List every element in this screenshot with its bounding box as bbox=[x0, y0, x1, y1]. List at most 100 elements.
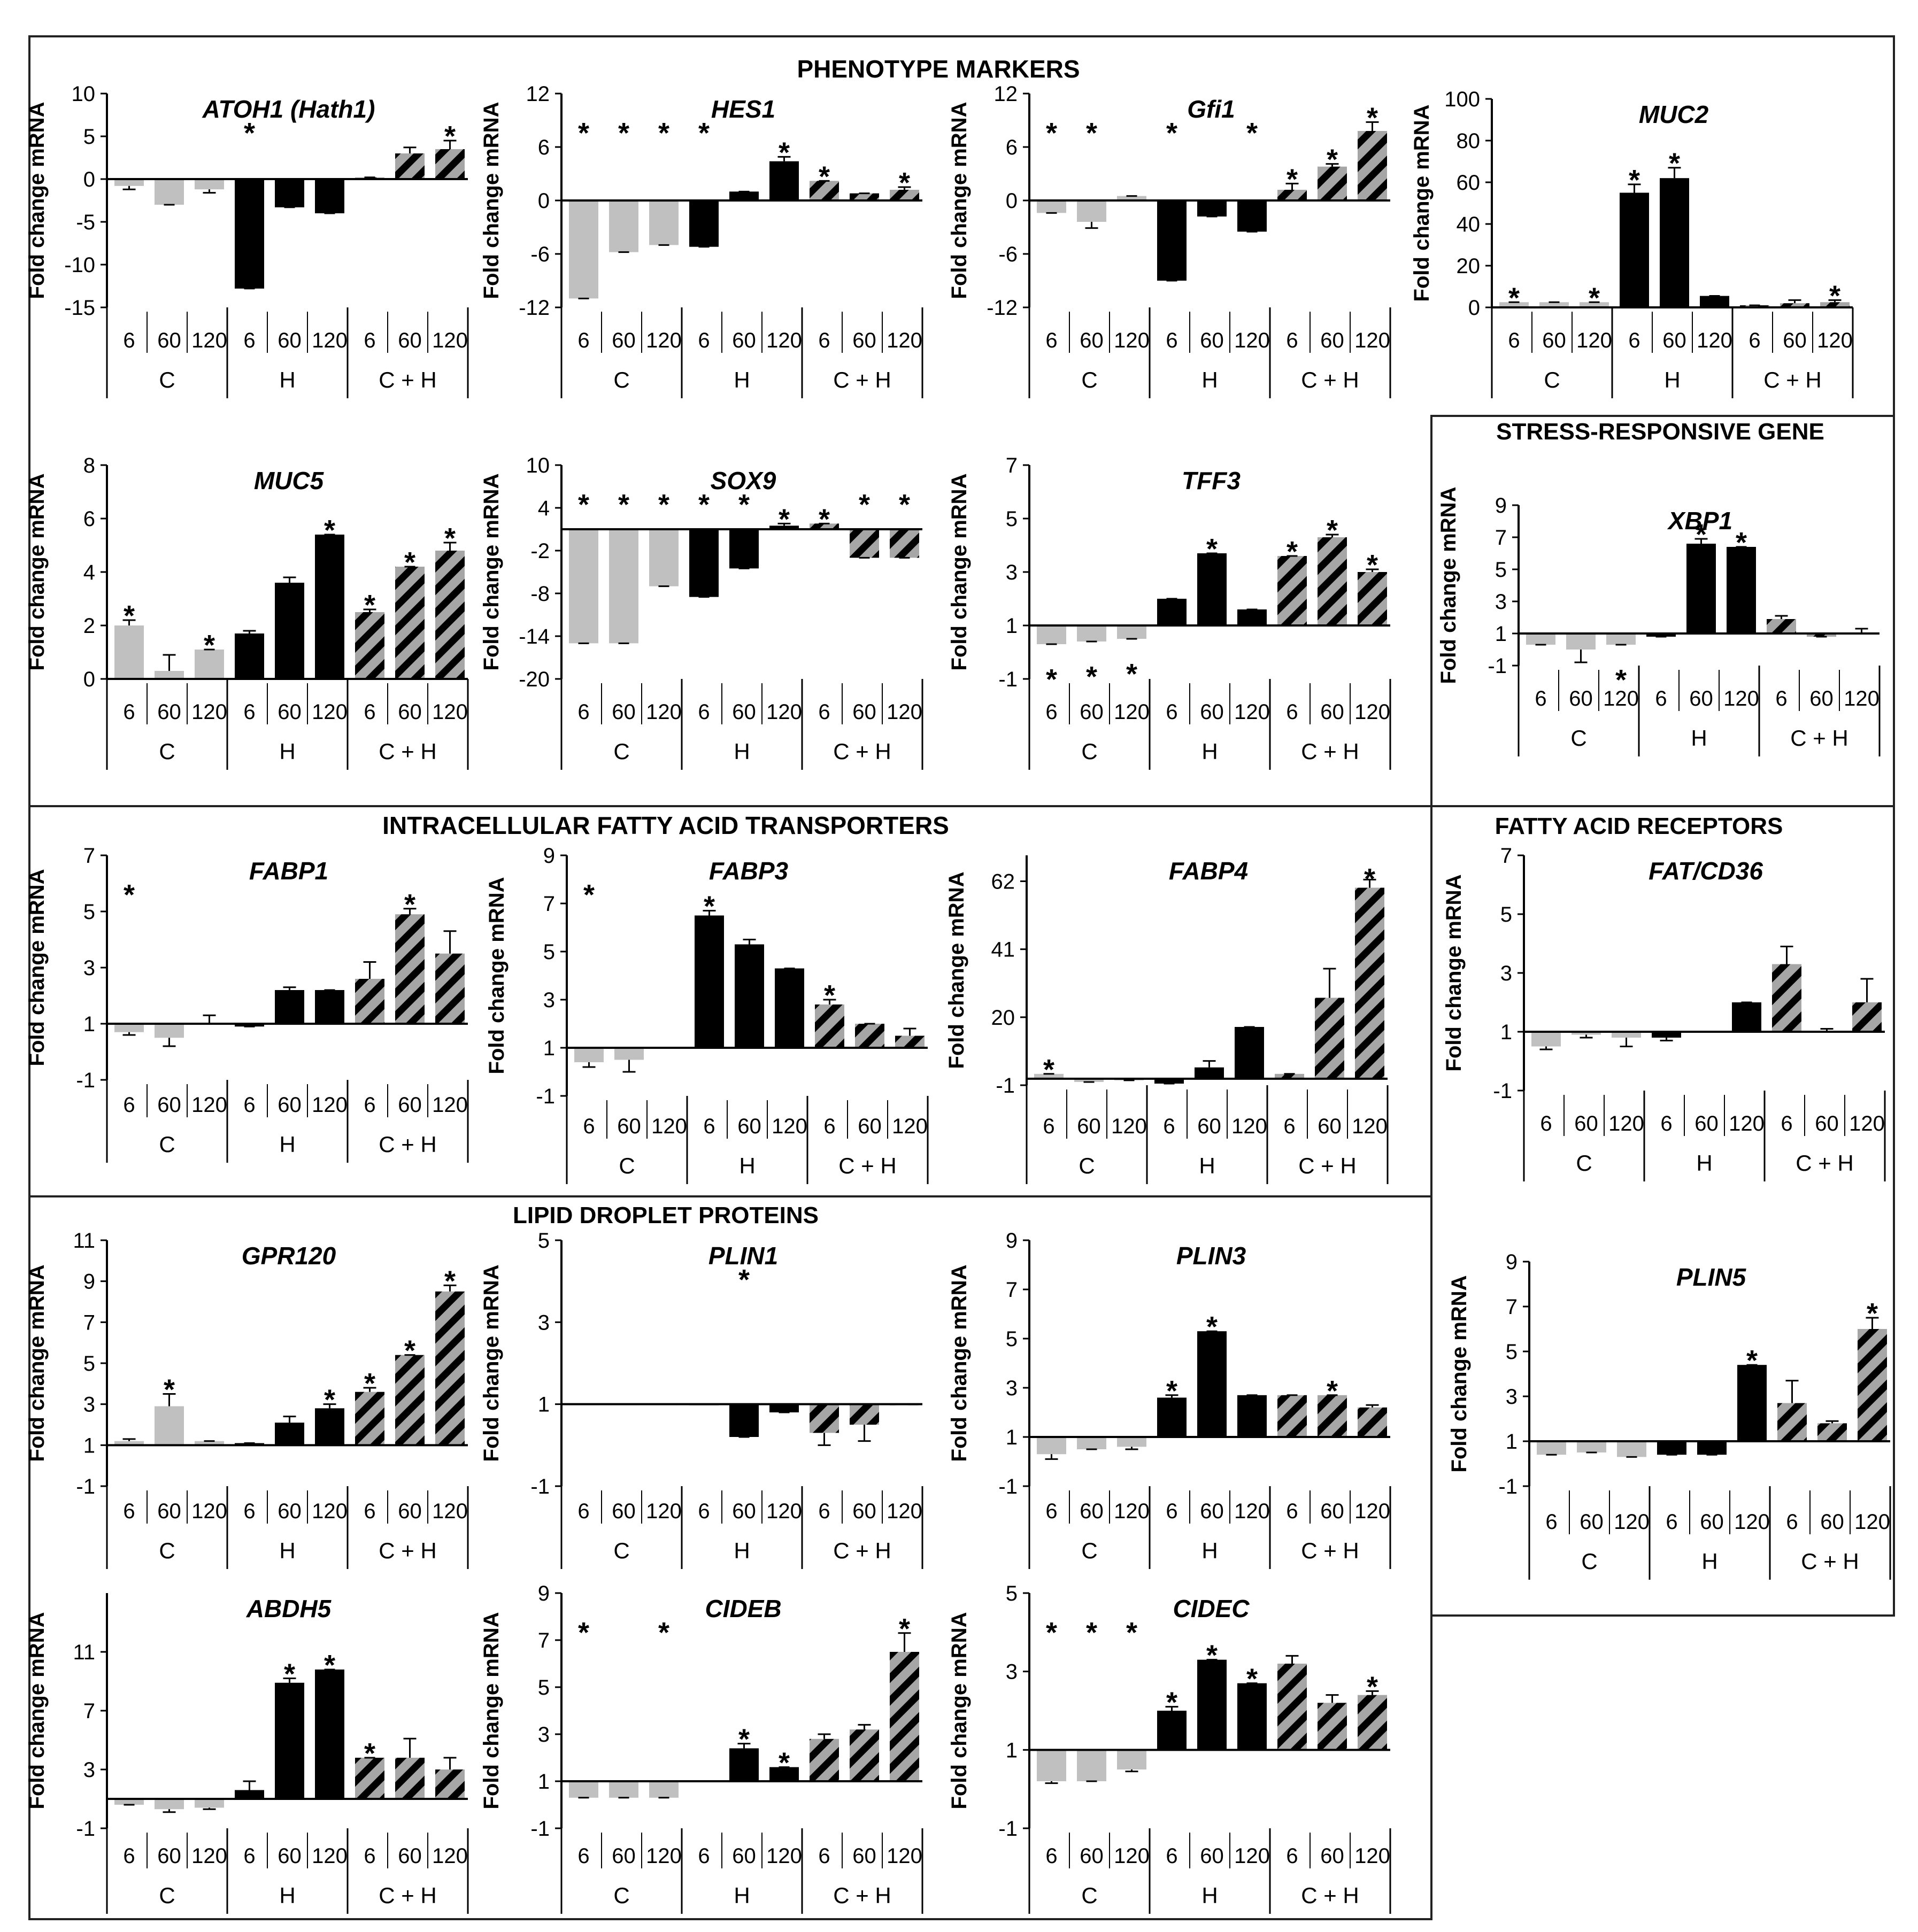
bar-abdh5-h-60 bbox=[275, 1682, 304, 1799]
bar-fabp3-c-h-6 bbox=[815, 1004, 844, 1048]
group-label: H bbox=[279, 367, 295, 392]
bar-plin3-h-60 bbox=[1197, 1331, 1227, 1437]
bar-plin3-c-120 bbox=[1117, 1437, 1146, 1447]
group-label: H bbox=[1201, 1883, 1218, 1908]
x-tick-label: 6 bbox=[364, 700, 375, 724]
y-tick-label: 7 bbox=[83, 1699, 95, 1723]
significance-star: * bbox=[124, 600, 135, 632]
y-tick-label: 7 bbox=[1506, 1295, 1518, 1319]
chart-title-abdh5: ABDH5 bbox=[246, 1595, 332, 1622]
x-tick-label: 120 bbox=[887, 700, 922, 724]
x-tick-label: 120 bbox=[1734, 1510, 1770, 1534]
bar-plin3-c-h-120 bbox=[1358, 1407, 1387, 1437]
group-label: C + H bbox=[379, 1883, 437, 1908]
x-tick-label: 60 bbox=[1662, 329, 1686, 352]
x-tick-label: 120 bbox=[191, 1500, 227, 1523]
chart-gpr120: GPR120 11 9 7 5 3 1 -1 Fold change mRNA * * * * * 6 60 1… bbox=[25, 1229, 469, 1569]
bar-cideb-h-120 bbox=[769, 1767, 799, 1781]
significance-star: * bbox=[444, 522, 456, 554]
chart-cideb: CIDEB 9 7 5 3 1 -1 Fold change mRNA * * * * * 6 60 120 C… bbox=[480, 1582, 923, 1914]
significance-star: * bbox=[1629, 164, 1640, 196]
bar-gpr120-h-60 bbox=[275, 1423, 304, 1446]
bar-plin3-c-h-6 bbox=[1277, 1395, 1307, 1437]
group-label: C bbox=[1081, 1883, 1097, 1908]
y-tick-label: 0 bbox=[1468, 296, 1480, 320]
bar-sox9-c-h-60 bbox=[850, 529, 879, 558]
y-tick-label: 5 bbox=[1500, 903, 1512, 926]
bar-abdh5-c-6 bbox=[114, 1799, 144, 1805]
significance-star: * bbox=[578, 1617, 589, 1649]
bar-muc2-h-6 bbox=[1620, 192, 1649, 307]
bar-atoh1-hath1-c-120 bbox=[195, 179, 224, 190]
x-tick-label: 120 bbox=[1576, 329, 1612, 352]
y-tick-label: 5 bbox=[1006, 1582, 1018, 1605]
bar-hes1-c-6 bbox=[569, 200, 598, 299]
x-tick-label: 60 bbox=[1580, 1510, 1604, 1534]
x-tick-label: 60 bbox=[732, 700, 756, 724]
bar-gfi1-c-6 bbox=[1037, 200, 1066, 213]
group-label: C bbox=[159, 367, 175, 392]
group-label: C + H bbox=[379, 1538, 437, 1563]
x-tick-label: 120 bbox=[1114, 700, 1150, 724]
x-tick-label: 60 bbox=[612, 1844, 636, 1868]
chart-title-fabp4: FABP4 bbox=[1169, 857, 1248, 885]
x-tick-label: 6 bbox=[818, 700, 830, 724]
bar-fat-cd36-h-120 bbox=[1732, 1002, 1761, 1032]
group-label: H bbox=[734, 367, 750, 392]
bar-fat-cd36-h-6 bbox=[1652, 1032, 1681, 1038]
group-label: H bbox=[1696, 1150, 1712, 1176]
bar-gfi1-c-60 bbox=[1077, 200, 1106, 222]
bar-fat-cd36-c-h-120 bbox=[1852, 1002, 1882, 1032]
x-tick-label: 60 bbox=[1574, 1112, 1598, 1135]
chart-title-hes1: HES1 bbox=[711, 95, 775, 123]
y-tick-label: 3 bbox=[1500, 962, 1512, 985]
x-tick-label: 120 bbox=[432, 1500, 468, 1523]
y-tick-label: 3 bbox=[83, 956, 95, 980]
significance-star: * bbox=[324, 1384, 335, 1416]
significance-star: * bbox=[1046, 117, 1057, 149]
bar-plin5-h-6 bbox=[1657, 1441, 1686, 1455]
bar-plin5-c-h-120 bbox=[1858, 1329, 1887, 1441]
x-tick-label: 6 bbox=[1535, 687, 1546, 710]
y-tick-label: -15 bbox=[64, 296, 95, 320]
significance-star: * bbox=[779, 136, 790, 168]
bar-cidec-c-6 bbox=[1037, 1750, 1066, 1781]
bar-tff3-h-6 bbox=[1157, 599, 1187, 625]
x-tick-label: 6 bbox=[1043, 1115, 1054, 1138]
group-label: C bbox=[1079, 1153, 1095, 1178]
group-label: C bbox=[1081, 367, 1097, 392]
bar-xbp1-c-60 bbox=[1566, 633, 1596, 650]
y-axis-label-gfi1: Fold change mRNA bbox=[948, 102, 971, 299]
y-tick-label: 4 bbox=[83, 561, 95, 584]
y-tick-label: 1 bbox=[1006, 614, 1018, 638]
x-tick-label: 120 bbox=[1614, 1510, 1650, 1534]
group-label: H bbox=[1201, 1538, 1218, 1563]
x-tick-label: 6 bbox=[123, 1500, 135, 1523]
x-tick-label: 60 bbox=[858, 1115, 882, 1138]
x-tick-label: 6 bbox=[1163, 1115, 1175, 1138]
x-tick-label: 120 bbox=[646, 1500, 682, 1523]
x-tick-label: 6 bbox=[1286, 1500, 1298, 1523]
y-tick-label: -1 bbox=[1488, 654, 1507, 678]
y-tick-label: 9 bbox=[538, 1582, 550, 1605]
x-tick-label: 60 bbox=[1200, 1500, 1224, 1523]
significance-star: * bbox=[1367, 1671, 1378, 1703]
y-tick-label: 9 bbox=[1006, 1229, 1018, 1253]
y-tick-label: 5 bbox=[83, 125, 95, 149]
y-tick-label: 10 bbox=[72, 82, 96, 106]
bar-atoh1-hath1-h-60 bbox=[275, 179, 304, 207]
x-tick-label: 6 bbox=[703, 1115, 715, 1138]
significance-star: * bbox=[1166, 117, 1177, 149]
y-tick-label: 40 bbox=[1457, 213, 1481, 236]
x-tick-label: 120 bbox=[1354, 1844, 1390, 1868]
x-tick-label: 120 bbox=[887, 329, 922, 352]
significance-star: * bbox=[1615, 664, 1627, 696]
x-tick-label: 60 bbox=[852, 1844, 876, 1868]
y-tick-label: -1 bbox=[998, 1475, 1018, 1498]
bar-muc5-h-120 bbox=[315, 535, 344, 679]
x-tick-label: 6 bbox=[123, 1844, 135, 1868]
y-tick-label: -6 bbox=[998, 243, 1018, 266]
x-tick-label: 120 bbox=[1354, 1500, 1390, 1523]
y-tick-label: 60 bbox=[1457, 171, 1481, 195]
